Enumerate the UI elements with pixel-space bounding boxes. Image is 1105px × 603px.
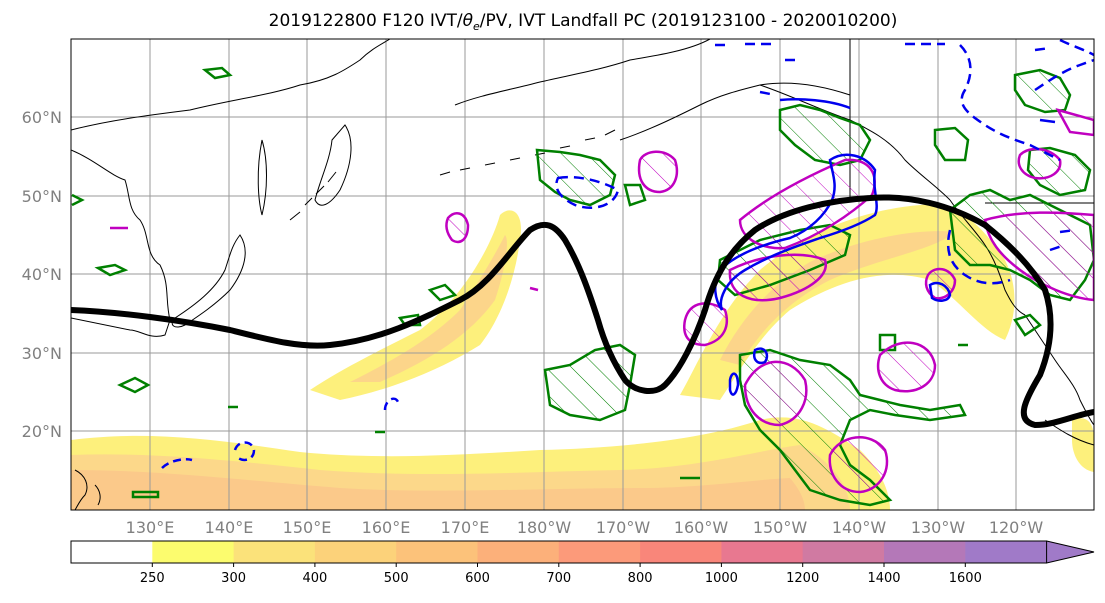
- colorbar-segment: [152, 541, 235, 563]
- lon-label: 180°W: [517, 518, 572, 537]
- pv-small-2: [529, 286, 539, 292]
- kamchatka: [314, 124, 352, 206]
- pv-region-aleutian: [637, 150, 679, 194]
- blue-solid-south: [753, 347, 769, 365]
- theta-e-small-6: [117, 376, 151, 394]
- lon-label: 130°E: [126, 518, 175, 537]
- colorbar-tick-label: 300: [221, 571, 246, 586]
- colorbar-tick-label: 1200: [786, 571, 819, 586]
- colorbar-segment: [802, 541, 885, 563]
- pv-blue-contours: [161, 39, 1094, 469]
- blue-solid-canada: [779, 98, 1056, 124]
- blue-solid-east: [728, 372, 740, 396]
- colorbar-tick-label: 500: [384, 571, 409, 586]
- lat-label: 20°N: [22, 422, 62, 441]
- blue-dashed-coast: [946, 228, 1076, 285]
- theta-e-small-10: [1013, 313, 1042, 337]
- pv-region-1094: [1055, 108, 1094, 137]
- theta-e-small-2: [94, 263, 129, 277]
- theta-e-region-se-canada: [1026, 146, 1092, 197]
- colorbar-tick-label: 1000: [705, 571, 738, 586]
- colorbar-segment: [314, 541, 397, 563]
- asia-coast: [71, 149, 171, 337]
- lon-label: 140°E: [205, 518, 254, 537]
- pv-region-nw-america: [983, 211, 1094, 302]
- colorbar-tick-label: 250: [140, 571, 165, 586]
- pv-contours: [110, 108, 1094, 494]
- colorbar-tick-label: 400: [302, 571, 327, 586]
- theta-e-small-3: [71, 193, 85, 207]
- theta-e-region-alaska-inner: [933, 126, 970, 162]
- pv-region-south: [743, 360, 808, 427]
- theta-e-small-7: [623, 183, 647, 207]
- lon-label: 130°W: [911, 518, 966, 537]
- colorbar-segment: [233, 541, 316, 563]
- lat-label: 60°N: [22, 108, 62, 127]
- pv-region-small-west: [445, 212, 470, 244]
- jet-axis-line: [71, 194, 1094, 429]
- colorbar-tick-label: 1400: [867, 571, 900, 586]
- philippines: [74, 469, 101, 510]
- ivt-band-east-coast: [1072, 418, 1094, 472]
- lon-labels: 130°E 140°E 150°E 160°E 170°E 180°W 170°…: [126, 518, 1044, 537]
- kuril-islands: [289, 171, 337, 221]
- ivt-band-tropical-core2: [71, 470, 805, 510]
- lon-label: 160°W: [674, 518, 729, 537]
- lon-label: 160°E: [362, 518, 411, 537]
- chukotka: [454, 39, 711, 106]
- colorbar-tick-label: 800: [628, 571, 653, 586]
- pv-region-south-2: [828, 436, 889, 494]
- sakhalin: [257, 139, 267, 216]
- japan: [171, 234, 246, 328]
- colorbar-tick-label: 600: [465, 571, 490, 586]
- pv-region-subtropical: [876, 341, 937, 393]
- colorbar-segment: [965, 541, 1048, 563]
- colorbar-segment: [884, 541, 966, 563]
- colorbar: 250 300 400 500 600 700 800 1000 1200 1400 1600: [70, 540, 1095, 586]
- blue-dashed-small-2: [233, 441, 256, 462]
- blue-dashed-canada: [905, 39, 1094, 162]
- map-panel: [71, 39, 1094, 510]
- theta-e-small-11: [228, 343, 968, 480]
- theta-e-region-bc: [1013, 68, 1072, 114]
- lon-label: 170°W: [596, 518, 651, 537]
- theta-e-small-1: [201, 66, 233, 80]
- blue-dashed-small-1: [383, 397, 400, 411]
- siberia-coast: [71, 39, 391, 131]
- lon-label: 140°W: [832, 518, 887, 537]
- colorbar-extend-arrow: [1046, 540, 1095, 564]
- blue-dashed-aleutian: [555, 175, 620, 209]
- colorbar-segment: [721, 541, 804, 563]
- colorbar-tick-label: 1600: [949, 571, 982, 586]
- colorbar-tick-label: 700: [546, 571, 571, 586]
- lat-label: 50°N: [22, 187, 62, 206]
- theta-e-small-9: [131, 490, 160, 499]
- alaska-gulf: [759, 84, 951, 201]
- theta-e-region-gulf: [778, 103, 872, 167]
- theta-e-small-5: [397, 313, 422, 327]
- colorbar-segment: [558, 541, 641, 563]
- blue-dashed-small-3: [161, 458, 193, 469]
- lat-label: 30°N: [22, 344, 62, 363]
- blue-solid-coast: [928, 281, 952, 302]
- ivt-band-east-pacific: [680, 204, 1015, 400]
- colorbar-segment: [477, 541, 560, 563]
- lon-label: 170°E: [441, 518, 490, 537]
- lon-label: 150°W: [753, 518, 808, 537]
- lat-label: 40°N: [22, 265, 62, 284]
- colorbar-segment: [396, 541, 478, 563]
- blue-dashed-alaska: [715, 42, 800, 97]
- lon-label: 150°E: [283, 518, 332, 537]
- theta-e-small-4: [427, 283, 458, 302]
- map-frame: [70, 38, 1095, 511]
- pv-region-bc: [1017, 147, 1062, 180]
- chart-title: 2019122800 F120 IVT/θe/PV, IVT Landfall …: [269, 11, 898, 33]
- colorbar-segment: [71, 541, 153, 563]
- lat-labels: 60°N 50°N 40°N 30°N 20°N: [22, 108, 62, 441]
- alaska-west: [619, 82, 851, 141]
- colorbar-segment: [640, 541, 722, 563]
- lon-label: 120°W: [989, 518, 1044, 537]
